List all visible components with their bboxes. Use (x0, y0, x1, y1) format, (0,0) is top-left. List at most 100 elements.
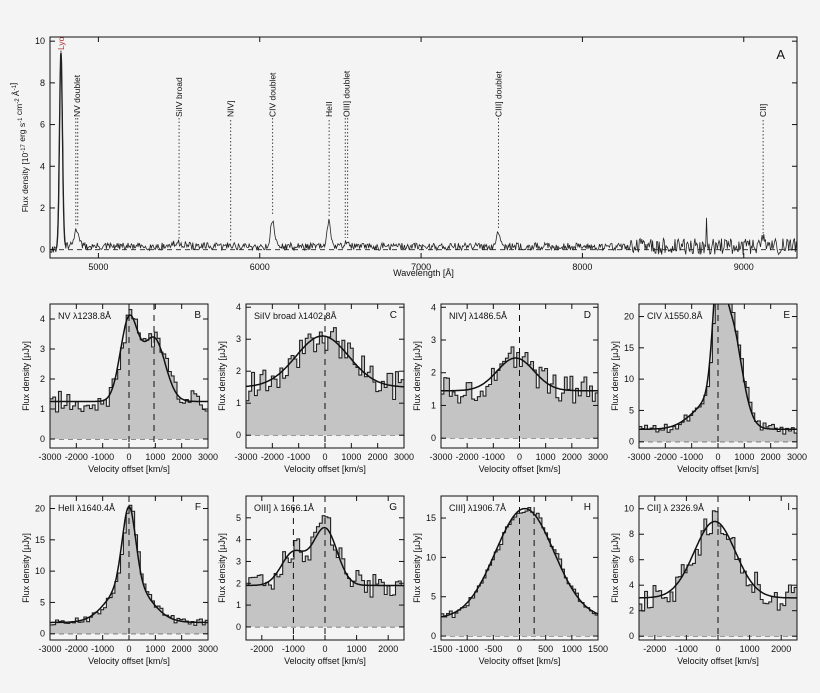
lya-peak-series (55, 52, 67, 249)
y-tick-label: 4 (236, 302, 241, 312)
x-tick-label: 0 (126, 452, 131, 462)
flux-histogram-fill (246, 515, 404, 627)
y-tick-label: 2 (40, 203, 45, 213)
x-axis-label: Velocity offset [km/s] (88, 656, 170, 666)
x-tick-label: 6000 (250, 262, 270, 272)
x-axis-label: Velocity offset [km/s] (677, 656, 759, 666)
x-tick-label: -1000 (680, 452, 703, 462)
y-tick-label: 1 (236, 398, 241, 408)
y-tick-label: 0 (431, 631, 436, 641)
y-tick-label: 2 (629, 606, 634, 616)
panel-i: -2000 -1000 0 1000 2000 0 2 4 6 8 10 Velocity offse… (610, 495, 798, 666)
x-tick-label: -3000 (234, 452, 257, 462)
x-tick-label: 1000 (341, 452, 361, 462)
x-tick-label: 0 (126, 644, 131, 654)
plot-area (639, 496, 797, 640)
x-tick-label: -2000 (250, 644, 273, 654)
y-tick-label: 1 (431, 400, 436, 410)
x-tick-label: 7000 (411, 262, 431, 272)
y-axis-label-superscript: -2 (15, 98, 21, 104)
x-tick-label: -2000 (65, 644, 88, 654)
y-tick-label: 3 (236, 556, 241, 566)
y-tick-label: 8 (629, 529, 634, 539)
y-axis-label-superscript: -17 (21, 143, 27, 152)
emission-line-label: SiIV broad (174, 77, 184, 117)
x-tick-label: -1000 (482, 452, 505, 462)
panel-label: D (584, 310, 591, 321)
plot-frame (49, 36, 798, 259)
emission-line-label: NV doublet (72, 74, 82, 117)
y-tick-label: 4 (40, 161, 45, 171)
panel-h: -1500 -1000 -500 0 500 1000 1500 0 5 10 15 Velocity… (412, 495, 608, 666)
y-axis-label: Flux density [μJy] (21, 341, 31, 411)
x-tick-label: -1000 (91, 644, 114, 654)
x-tick-label: 1000 (536, 452, 556, 462)
flux-data-series (639, 304, 797, 435)
y-tick-label: 20 (624, 312, 634, 322)
flux-data-series (246, 515, 404, 598)
y-tick-label: 4 (629, 580, 634, 590)
x-tick-label: -3000 (429, 452, 452, 462)
x-axis-label: Velocity offset [km/s] (677, 464, 759, 474)
x-tick-label: 1000 (145, 452, 165, 462)
flux-data-series (50, 504, 208, 626)
gaussian-fit-curve (50, 505, 208, 624)
y-tick-label: 1 (40, 404, 45, 414)
x-tick-label: -1000 (287, 452, 310, 462)
panel-label: B (194, 310, 201, 321)
y-tick-label: 15 (426, 513, 436, 523)
y-tick-label: 0 (629, 437, 634, 447)
x-tick-label: 5000 (88, 262, 108, 272)
emission-line-label: CII] (758, 104, 768, 117)
gaussian-fit-curve (441, 357, 598, 392)
x-axis-label: Velocity offset [km/s] (479, 464, 561, 474)
x-tick-label: 1000 (347, 644, 367, 654)
y-tick-label: 10 (35, 36, 45, 46)
panel-title: CIV λ1550.8Å (647, 311, 703, 321)
y-axis-label: Flux density [μJy] (412, 533, 422, 603)
x-tick-label: 2000 (378, 644, 398, 654)
y-tick-label: 5 (236, 513, 241, 523)
x-tick-label: 0 (715, 644, 720, 654)
panel-d: -3000 -2000 -1000 0 1000 2000 3000 0 1 2 3 4 Velocit… (412, 302, 608, 474)
panel-title: HeII λ1640.4Å (58, 503, 115, 513)
x-tick-label: 8000 (572, 262, 592, 272)
panel-title: SiIV broad λ1402.8Å (254, 311, 337, 321)
y-tick-label: 4 (40, 314, 45, 324)
y-tick-label: 1 (236, 600, 241, 610)
flux-histogram-fill (441, 507, 598, 637)
x-tick-label: -500 (484, 644, 502, 654)
y-axis-label: Flux density [μJy] (610, 341, 620, 411)
x-tick-label: -3000 (38, 452, 61, 462)
y-axis-label-part: ] (8, 83, 18, 85)
panel-title: OIII] λ 1666.1Å (254, 503, 314, 513)
y-axis-label-part: Å (11, 90, 21, 98)
x-tick-label: 3000 (394, 452, 414, 462)
y-axis-label: Flux density [10-17 erg s-1 cm-2 Å-1] (8, 83, 30, 213)
x-tick-label: 3000 (198, 644, 218, 654)
y-tick-label: 10 (35, 566, 45, 576)
x-tick-label: 1000 (562, 644, 582, 654)
plot-area (50, 496, 208, 640)
panel-title: NV λ1238.8Å (58, 311, 111, 321)
panel-e: -3000 -2000 -1000 0 1000 2000 3000 0 5 10 15 20 Velo… (610, 303, 807, 474)
x-axis-label: Velocity offset [km/s] (479, 656, 561, 666)
x-tick-label: -1000 (456, 644, 479, 654)
y-tick-label: 2 (431, 368, 436, 378)
y-axis-label: Flux density [μJy] (412, 341, 422, 411)
y-tick-label: 4 (236, 535, 241, 545)
y-tick-label: 5 (431, 592, 436, 602)
panel-a: Lyα NV doublet SiIV broad NIV] CIV doublet He… (8, 36, 798, 278)
panel-label: E (783, 310, 790, 321)
x-tick-label: -3000 (627, 452, 650, 462)
x-tick-label: -2000 (65, 452, 88, 462)
y-tick-label: 0 (629, 631, 634, 641)
x-tick-label: -3000 (38, 644, 61, 654)
y-tick-label: 10 (624, 374, 634, 384)
x-tick-label: 2000 (368, 452, 388, 462)
x-tick-label: 0 (322, 644, 327, 654)
plot-area (441, 304, 598, 448)
x-tick-label: 1000 (734, 452, 754, 462)
y-tick-label: 10 (426, 552, 436, 562)
y-tick-label: 3 (236, 334, 241, 344)
